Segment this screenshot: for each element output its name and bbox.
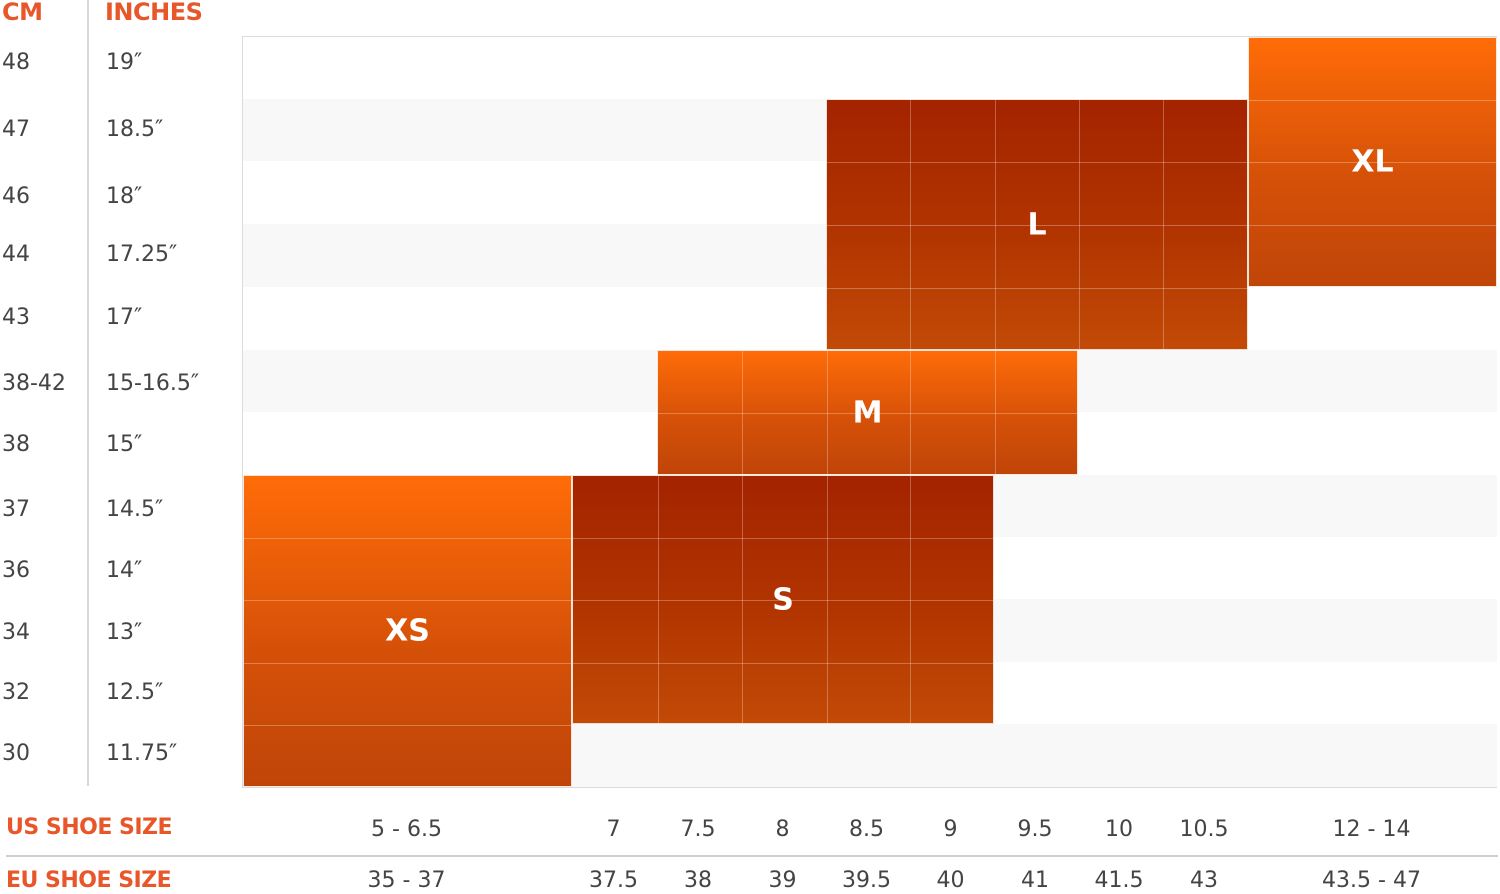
row-label-inches: 19″ <box>106 50 143 75</box>
eu-size-label: 43 <box>1190 868 1218 893</box>
row-label-cm: 48 <box>2 50 30 75</box>
axis-divider <box>6 855 1498 857</box>
header-divider <box>87 0 89 786</box>
size-block-xl <box>1248 37 1497 287</box>
row-label-cm: 37 <box>2 497 30 522</box>
inches-column-header: INCHES <box>105 0 203 26</box>
us-size-label: 7.5 <box>680 817 716 842</box>
row-label-inches: 11.75″ <box>106 741 178 766</box>
eu-size-label: 37.5 <box>589 868 638 893</box>
eu-shoe-size-title: EU SHOE SIZE <box>6 868 172 893</box>
block-gridline <box>573 538 993 539</box>
us-size-label: 8.5 <box>849 817 884 842</box>
size-label-m: M <box>852 395 883 430</box>
size-label-l: L <box>1027 207 1047 242</box>
block-gridline <box>1163 100 1164 349</box>
row-label-inches: 15″ <box>106 432 143 457</box>
block-gridline <box>1249 162 1496 163</box>
eu-size-label: 39 <box>768 868 797 893</box>
row-label-inches: 12.5″ <box>106 680 164 705</box>
block-gridline <box>995 351 996 474</box>
size-block-l <box>826 99 1248 350</box>
block-gridline <box>827 225 1247 226</box>
cm-column-header: CM <box>2 0 43 26</box>
block-gridline <box>995 100 996 349</box>
block-gridline <box>573 600 993 601</box>
block-gridline <box>244 663 571 664</box>
eu-size-label: 43.5 - 47 <box>1322 868 1421 893</box>
block-gridline <box>244 725 571 726</box>
row-label-cm: 47 <box>2 117 30 142</box>
block-gridline <box>827 476 828 723</box>
row-label-cm: 46 <box>2 184 30 209</box>
us-size-label: 12 - 14 <box>1332 817 1411 842</box>
block-gridline <box>244 538 571 539</box>
block-gridline <box>573 663 993 664</box>
eu-size-label: 41.5 <box>1094 868 1144 893</box>
block-gridline <box>742 476 743 723</box>
size-block-m <box>657 350 1078 475</box>
size-label-xs: XS <box>385 613 430 649</box>
block-gridline <box>742 351 743 474</box>
block-gridline <box>1249 100 1496 101</box>
eu-size-label: 41 <box>1021 868 1049 893</box>
row-label-inches: 18.5″ <box>106 117 164 142</box>
eu-size-label: 35 - 37 <box>367 868 446 893</box>
size-block-s <box>572 475 994 724</box>
block-gridline <box>658 413 1077 414</box>
row-label-cm: 36 <box>2 558 30 583</box>
us-size-label: 9.5 <box>1017 817 1053 842</box>
row-label-cm: 30 <box>2 741 30 766</box>
us-size-label: 8 <box>775 817 790 842</box>
eu-size-label: 39.5 <box>842 868 891 893</box>
size-label-s: S <box>772 582 794 617</box>
size-block-xs <box>243 475 572 787</box>
block-gridline <box>827 288 1247 289</box>
row-label-inches: 17.25″ <box>106 242 178 267</box>
row-label-cm: 34 <box>2 620 30 645</box>
us-size-label: 9 <box>943 817 958 842</box>
block-gridline <box>910 100 911 349</box>
row-label-cm: 38 <box>2 432 30 457</box>
eu-size-label: 40 <box>936 868 965 893</box>
us-size-label: 7 <box>606 817 621 842</box>
size-grid: XS S M L XL <box>242 36 1497 788</box>
row-label-inches: 15-16.5″ <box>106 371 200 396</box>
row-label-cm: 44 <box>2 242 30 267</box>
block-gridline <box>658 476 659 723</box>
us-size-label: 10 <box>1105 817 1133 842</box>
block-gridline <box>244 600 571 601</box>
block-gridline <box>1079 100 1080 349</box>
us-shoe-size-title: US SHOE SIZE <box>6 815 173 840</box>
row-label-inches: 17″ <box>106 305 143 330</box>
row-label-inches: 13″ <box>106 620 143 645</box>
us-size-label: 10.5 <box>1179 817 1229 842</box>
eu-size-label: 38 <box>684 868 712 893</box>
block-gridline <box>910 476 911 723</box>
row-label-inches: 14.5″ <box>106 497 164 522</box>
row-label-cm: 43 <box>2 305 30 330</box>
row-label-inches: 14″ <box>106 558 143 583</box>
block-gridline <box>827 351 828 474</box>
us-size-label: 5 - 6.5 <box>371 817 442 842</box>
block-gridline <box>910 351 911 474</box>
block-gridline <box>827 162 1247 163</box>
row-label-cm: 32 <box>2 680 30 705</box>
row-label-cm: 38-42 <box>2 371 66 396</box>
block-gridline <box>1249 225 1496 226</box>
row-label-inches: 18″ <box>106 184 143 209</box>
size-label-xl: XL <box>1351 144 1394 180</box>
